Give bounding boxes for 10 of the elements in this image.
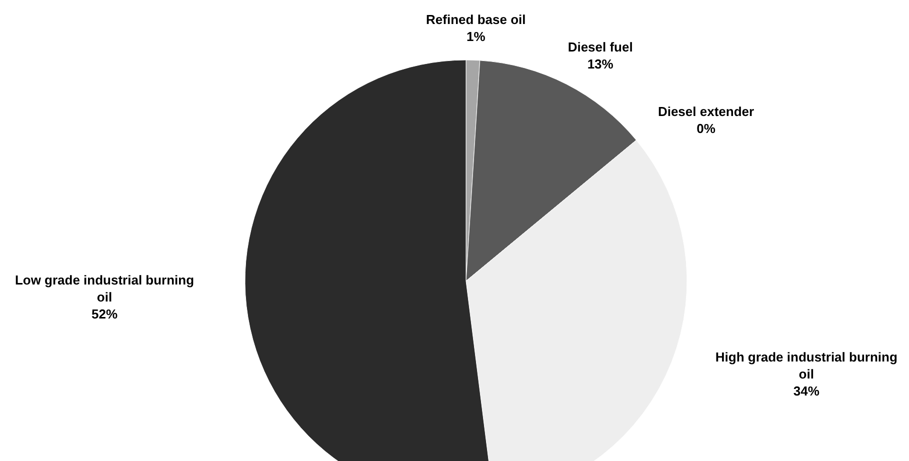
category-label: Diesel extender: [658, 104, 754, 119]
data-label: 1%: [466, 29, 486, 44]
data-label: 34%: [793, 384, 820, 399]
data-label: 13%: [587, 56, 614, 72]
slice-label: Refined base oil: [426, 12, 526, 28]
slice-label: Low grade industrial burning oil: [14, 272, 194, 304]
slice-label: High grade industrial burning oil: [715, 350, 898, 382]
slice-label: Diesel fuel: [568, 40, 633, 55]
text: 0%: [696, 120, 716, 136]
data-label: 52%: [92, 306, 118, 322]
